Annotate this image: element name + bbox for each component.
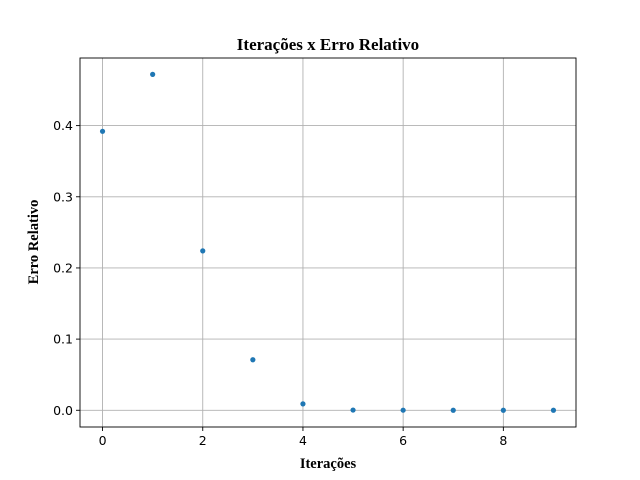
data-point — [550, 407, 557, 413]
data-point — [450, 407, 456, 413]
data-points — [99, 71, 557, 413]
data-point — [150, 71, 156, 77]
x-tick-label: 0 — [99, 433, 107, 448]
data-point — [350, 407, 356, 413]
grid-lines — [80, 58, 576, 427]
data-point — [99, 128, 106, 134]
x-axis-label: Iterações — [300, 456, 357, 472]
x-tick-label: 6 — [399, 433, 407, 448]
data-point — [300, 401, 306, 407]
y-tick-label: 0.1 — [53, 332, 73, 347]
y-tick-label: 0.4 — [53, 118, 73, 133]
data-point — [400, 407, 406, 413]
axis-ticks: 0 2 4 6 8 0.0 0.1 0.2 0.3 0.4 — [53, 118, 507, 448]
y-tick-label: 0.3 — [53, 189, 73, 204]
plot-frame — [79, 57, 577, 428]
x-tick-label: 2 — [199, 433, 207, 448]
y-axis-label: Erro Relativo — [26, 200, 42, 285]
x-tick-label: 4 — [299, 433, 307, 448]
data-point — [200, 248, 206, 254]
chart-title: Iterações x Erro Relativo — [237, 35, 419, 54]
x-tick-label: 8 — [499, 433, 507, 448]
data-point — [500, 407, 506, 413]
y-tick-label: 0.2 — [53, 260, 73, 275]
y-tick-label: 0.0 — [53, 403, 73, 418]
data-point — [250, 357, 256, 363]
